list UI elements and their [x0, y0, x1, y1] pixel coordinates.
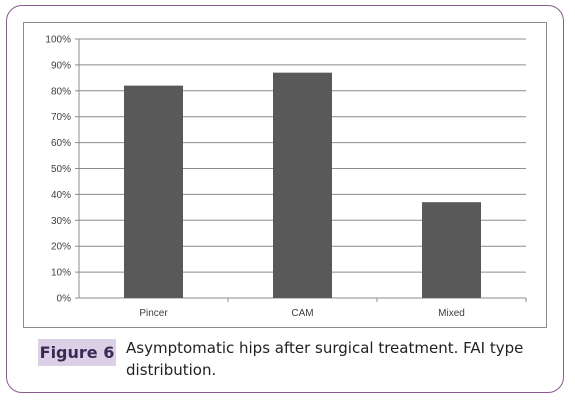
y-tick-label: 100%: [45, 35, 71, 46]
bar-pincer: [124, 85, 183, 298]
y-tick-label: 60%: [51, 138, 71, 149]
bar-mixed: [422, 202, 481, 298]
y-tick-label: 80%: [51, 86, 71, 97]
bar-cam: [273, 72, 332, 298]
y-tick-label: 40%: [51, 190, 71, 201]
bar-chart: 0% 10% 20% 30% 40% 50% 60% 70% 80% 90% 100% Pincer C…: [45, 35, 527, 319]
x-tick-label: Pincer: [139, 308, 168, 319]
figure-caption: Asymptomatic hips after surgical treatme…: [126, 339, 524, 379]
figure-label: Figure 6: [38, 339, 116, 366]
x-tick-label: Mixed: [438, 308, 465, 319]
y-tick-label: 90%: [51, 60, 71, 71]
y-tick-label: 0%: [57, 294, 72, 305]
y-tick-label: 50%: [51, 164, 71, 175]
chart-area: 0% 10% 20% 30% 40% 50% 60% 70% 80% 90% 100% Pincer C…: [23, 22, 547, 328]
x-tick-label: CAM: [291, 308, 313, 319]
y-tick-label: 10%: [51, 268, 71, 279]
y-tick-label: 70%: [51, 112, 71, 123]
y-tick-label: 30%: [51, 216, 71, 227]
y-tick-label: 20%: [51, 242, 71, 253]
